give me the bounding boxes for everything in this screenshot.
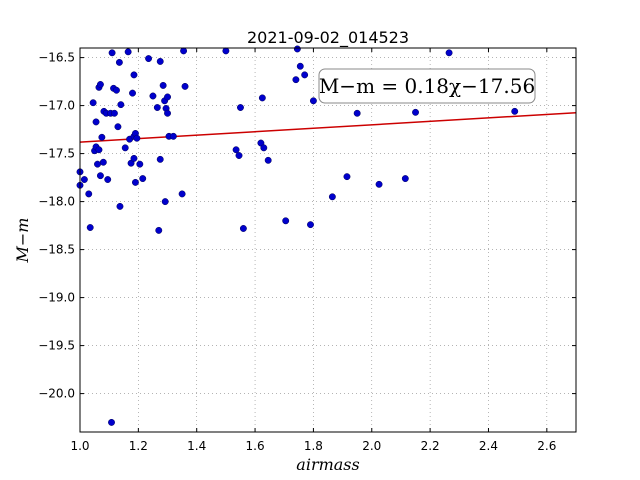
data-point xyxy=(99,158,107,166)
x-tick-label: 1.2 xyxy=(129,439,148,453)
data-point xyxy=(89,99,97,107)
data-point xyxy=(96,81,104,88)
plot-frame xyxy=(79,47,577,433)
data-point xyxy=(164,109,171,117)
data-point xyxy=(292,76,300,84)
y-tick-label: −19.0 xyxy=(38,291,75,305)
annotation-box xyxy=(318,68,536,104)
data-point xyxy=(94,160,101,168)
data-point xyxy=(96,172,104,180)
data-point xyxy=(104,176,112,183)
data-point xyxy=(293,45,301,53)
y-tick-label: −18.5 xyxy=(38,243,75,257)
data-point xyxy=(161,198,169,206)
data-point xyxy=(309,97,317,105)
data-point xyxy=(445,49,453,57)
data-point xyxy=(136,160,144,168)
y-tick-label: −17.0 xyxy=(38,99,75,113)
data-point xyxy=(260,144,268,152)
y-axis-label: M−m xyxy=(13,218,32,264)
data-point xyxy=(156,57,164,65)
data-point xyxy=(169,132,177,140)
data-point xyxy=(86,224,94,231)
data-point xyxy=(343,173,351,181)
data-point xyxy=(85,190,93,198)
y-tick-label: −19.5 xyxy=(38,339,75,353)
data-point xyxy=(264,156,272,164)
chart-title: 2021-09-02_014523 xyxy=(247,28,409,48)
data-point xyxy=(131,178,139,186)
data-point xyxy=(133,134,141,142)
data-point xyxy=(95,146,103,154)
data-point xyxy=(181,82,189,90)
fit-line-group xyxy=(79,111,577,143)
data-point xyxy=(108,418,115,426)
data-point xyxy=(80,176,88,183)
data-point xyxy=(237,104,244,111)
equation-annotation: M−m = 0.18χ−17.56 xyxy=(318,68,536,104)
data-point xyxy=(149,92,157,100)
data-point xyxy=(129,89,136,97)
data-point xyxy=(258,94,266,102)
y-tick-label: −16.5 xyxy=(38,51,75,65)
data-point xyxy=(282,217,290,225)
axis-ticks: 1.0 1.2 1.4 1.6 1.8 2.0 2.2 2.4 2.6 −16.5 −17.0 −17… xyxy=(38,48,576,453)
x-tick-label: 1.6 xyxy=(246,439,265,453)
data-point xyxy=(117,101,125,109)
data-point xyxy=(328,193,336,201)
data-point xyxy=(307,221,314,229)
fit-line xyxy=(79,111,577,143)
data-point xyxy=(412,108,419,116)
x-tick-label: 2.6 xyxy=(537,439,556,453)
x-tick-label: 2.4 xyxy=(479,439,498,453)
data-point xyxy=(401,175,409,183)
data-point xyxy=(235,152,243,159)
data-point xyxy=(145,55,153,63)
data-point xyxy=(130,71,138,79)
data-point xyxy=(232,146,240,154)
data-point xyxy=(153,104,161,111)
data-point xyxy=(296,62,304,70)
data-point xyxy=(178,190,186,198)
x-tick-label: 2.0 xyxy=(362,439,381,453)
x-tick-label: 1.8 xyxy=(304,439,323,453)
x-tick-label: 2.2 xyxy=(421,439,440,453)
data-point xyxy=(124,48,132,56)
data-point xyxy=(511,107,519,115)
data-point xyxy=(155,226,163,234)
data-point xyxy=(115,58,123,66)
x-tick-label: 1.0 xyxy=(70,439,89,453)
data-point xyxy=(375,180,383,188)
data-point xyxy=(121,144,129,152)
data-point xyxy=(116,202,124,210)
data-point xyxy=(113,86,120,94)
data-point xyxy=(108,49,116,57)
data-point xyxy=(159,81,167,89)
data-point xyxy=(353,109,361,117)
data-point xyxy=(139,175,147,183)
data-point xyxy=(110,109,118,117)
data-point xyxy=(156,155,164,163)
data-point xyxy=(301,71,309,79)
data-point xyxy=(164,93,171,101)
annotation-text: M−m = 0.18χ−17.56 xyxy=(319,74,535,98)
y-tick-label: −20.0 xyxy=(38,387,75,401)
data-point xyxy=(180,47,188,55)
data-points xyxy=(76,45,519,426)
data-point xyxy=(98,133,106,141)
x-tick-label: 1.4 xyxy=(187,439,206,453)
data-point xyxy=(130,154,138,162)
data-point xyxy=(92,118,100,126)
y-tick-label: −18.0 xyxy=(38,195,75,209)
data-point xyxy=(222,47,230,55)
data-point xyxy=(114,123,122,131)
y-tick-label: −17.5 xyxy=(38,147,75,161)
data-point xyxy=(239,225,247,232)
x-axis-label: airmass xyxy=(296,455,359,474)
grid-lines xyxy=(79,48,576,432)
